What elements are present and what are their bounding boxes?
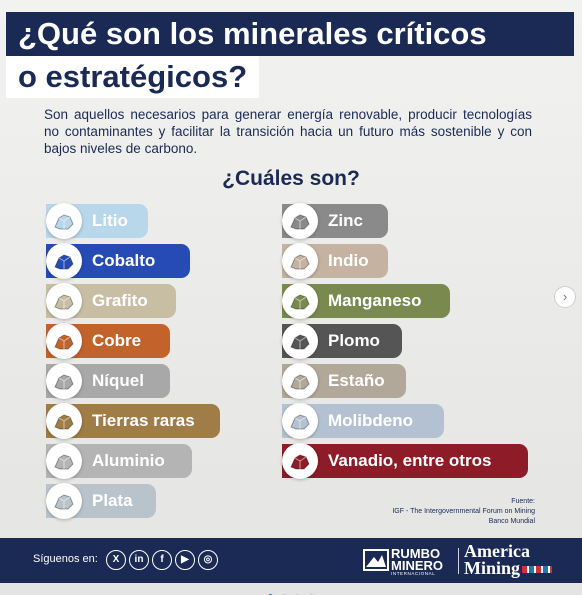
source-heading: Fuente: (511, 498, 535, 505)
mineral-item: Indio (282, 243, 388, 279)
mineral-item: Cobalto (46, 243, 190, 279)
mineral-item: Molibdeno (282, 403, 444, 439)
graphite-rock-icon (46, 283, 82, 319)
flags-icon (522, 566, 553, 574)
description-text: Son aquellos necesarios para generar ene… (44, 107, 532, 156)
cobalt-crystal-icon (46, 243, 82, 279)
mineral-item: Litio (46, 203, 148, 239)
copper-rock-icon (46, 323, 82, 359)
vanadium-crystal-icon (282, 443, 318, 479)
mineral-item: Manganeso (282, 283, 450, 319)
brand2-line2: Mining (464, 558, 521, 578)
source-note: Fuente: IGF - The Intergovernmental Foru… (380, 497, 535, 527)
molybdenum-rock-icon (282, 403, 318, 439)
tin-rock-icon (282, 363, 318, 399)
mineral-label: Grafito (92, 291, 148, 310)
mineral-item: Plomo (282, 323, 402, 359)
lithium-crystal-icon (46, 203, 82, 239)
lead-rock-icon (282, 323, 318, 359)
source-line: Banco Mundial (488, 518, 535, 525)
mineral-item: Grafito (46, 283, 176, 319)
title-line-2: o estratégicos? (6, 56, 260, 98)
mineral-item: Vanadio, entre otros (282, 443, 528, 479)
source-line: IGF - The Intergovernmental Forum on Min… (392, 508, 535, 515)
rare-earths-pile-icon (46, 403, 82, 439)
brand-divider (458, 548, 459, 574)
mineral-label: Aluminio (92, 451, 165, 470)
mineral-label: Níquel (92, 371, 144, 390)
follow-label: Síguenos en: (33, 553, 98, 565)
mineral-label: Cobalto (92, 251, 156, 270)
mineral-label: Vanadio, entre otros (328, 451, 492, 470)
mineral-label: Tierras raras (92, 411, 195, 430)
mineral-label: Zinc (328, 211, 363, 230)
mineral-item: Cobre (46, 323, 170, 359)
carousel-next-button[interactable]: › (554, 286, 576, 308)
mineral-item: Estaño (282, 363, 406, 399)
footer-bar: Síguenos en: X in f ▶ ◎ RUMBO MINERO INT… (0, 538, 582, 583)
mineral-label: Manganeso (328, 291, 422, 310)
brand1-tag: INTERNACIONAL (391, 571, 436, 576)
mineral-label: Litio (92, 211, 128, 230)
mineral-label: Molibdeno (328, 411, 413, 430)
facebook-icon[interactable]: f (152, 550, 172, 570)
title-line-1: ¿Qué son los minerales críticos (6, 12, 574, 56)
rumbo-minero-logo: RUMBO MINERO INTERNACIONAL (363, 546, 455, 576)
aluminum-rock-icon (46, 443, 82, 479)
mineral-label: Indio (328, 251, 369, 270)
mineral-label: Cobre (92, 331, 142, 350)
america-mining-logo: America Mining (464, 541, 553, 578)
x-icon[interactable]: X (106, 550, 126, 570)
mineral-label: Plata (92, 491, 133, 510)
youtube-icon[interactable]: ▶ (175, 550, 195, 570)
mineral-item: Zinc (282, 203, 388, 239)
zinc-rock-icon (282, 203, 318, 239)
rumbo-minero-emblem-icon (363, 549, 389, 571)
section-subtitle: ¿Cuáles son? (222, 167, 360, 190)
silver-rock-icon (46, 483, 82, 519)
indium-rock-icon (282, 243, 318, 279)
brand1-line1: RUMBO (391, 546, 441, 561)
mineral-item: Aluminio (46, 443, 192, 479)
instagram-icon[interactable]: ◎ (198, 550, 218, 570)
nickel-rock-icon (46, 363, 82, 399)
manganese-rock-icon (282, 283, 318, 319)
mineral-label: Plomo (328, 331, 380, 350)
carousel-dots (0, 586, 582, 595)
mineral-item: Tierras raras (46, 403, 220, 439)
brand2-line1: America (464, 541, 530, 561)
chevron-right-icon: › (562, 289, 568, 304)
linkedin-icon[interactable]: in (129, 550, 149, 570)
mineral-label: Estaño (328, 371, 385, 390)
mineral-item: Plata (46, 483, 156, 519)
mineral-item: Níquel (46, 363, 170, 399)
brand1-line2: MINERO (391, 558, 443, 573)
